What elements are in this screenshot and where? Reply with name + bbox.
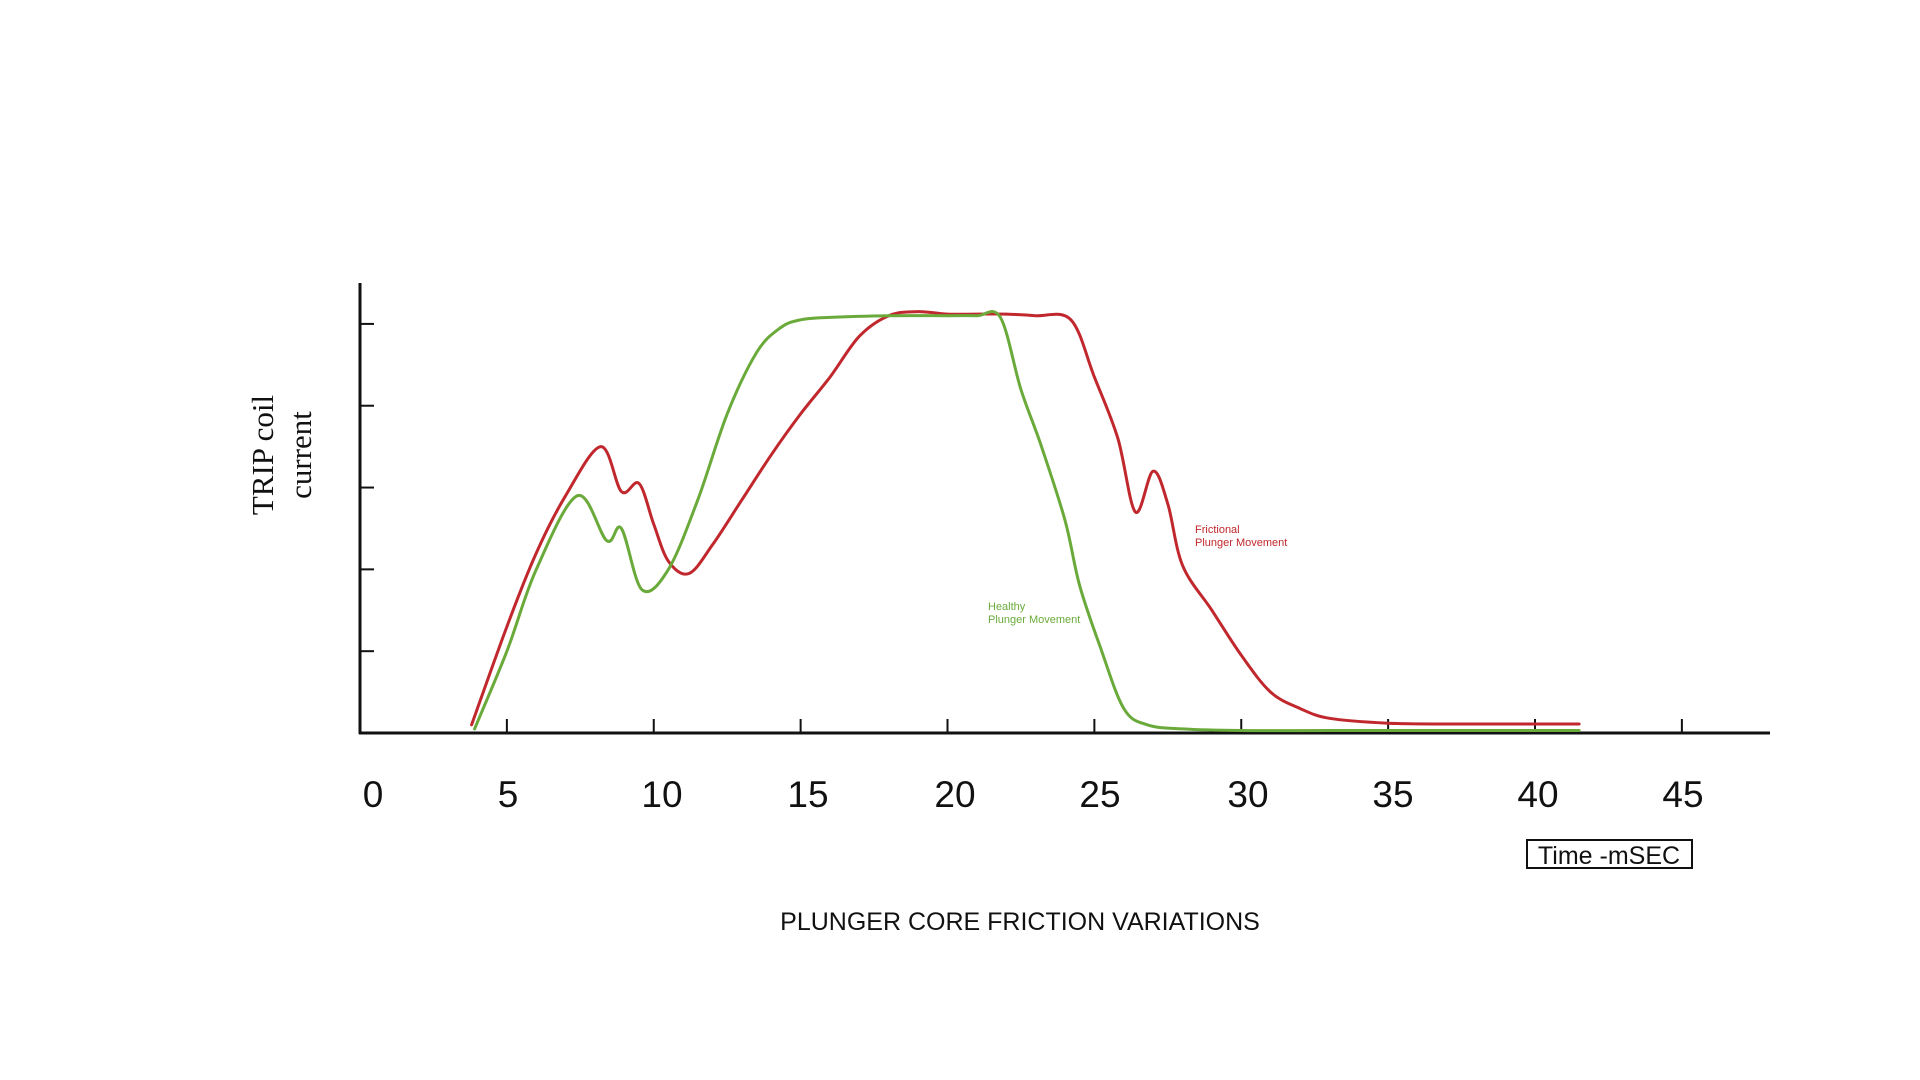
x-axis-label-box: [1526, 839, 1693, 869]
frictional-plunger-label-line-1: Frictional: [1195, 524, 1240, 536]
x-tick-label-30: 30: [1227, 774, 1268, 815]
y-axis-label: TRIP coil current: [245, 395, 318, 515]
healthy-plunger-series-line: [473, 310, 1581, 733]
x-axis-label: Time -mSEC: [1538, 842, 1680, 870]
healthy-plunger-label-line-2: Plunger Movement: [988, 614, 1080, 626]
x-tick-label-25: 25: [1079, 774, 1120, 815]
x-tick-label-40: 40: [1517, 774, 1558, 815]
x-tick-label-45: 45: [1662, 774, 1703, 815]
chart-title: PLUNGER CORE FRICTION VARIATIONS: [780, 908, 1260, 936]
y-axis-label-line-2: current: [283, 411, 318, 499]
x-tick-label-20: 20: [934, 774, 975, 815]
y-axis-label-line-1: TRIP coil: [245, 395, 280, 515]
frictional-plunger-series-line: [470, 310, 1581, 727]
series-group: [470, 310, 1581, 733]
x-axis-tick-labels: 0 5 10 15 20 25 30 35 40 45: [363, 774, 1704, 815]
x-tick-label-5: 5: [498, 774, 519, 815]
x-tick-label-35: 35: [1372, 774, 1413, 815]
x-tick-label-0: 0: [363, 774, 384, 815]
x-tick-label-15: 15: [787, 774, 828, 815]
healthy-plunger-label-line-1: Healthy: [988, 601, 1026, 613]
frictional-plunger-label-line-2: Plunger Movement: [1195, 537, 1287, 549]
x-tick-label-10: 10: [641, 774, 682, 815]
y-axis-ticks: [360, 322, 374, 653]
